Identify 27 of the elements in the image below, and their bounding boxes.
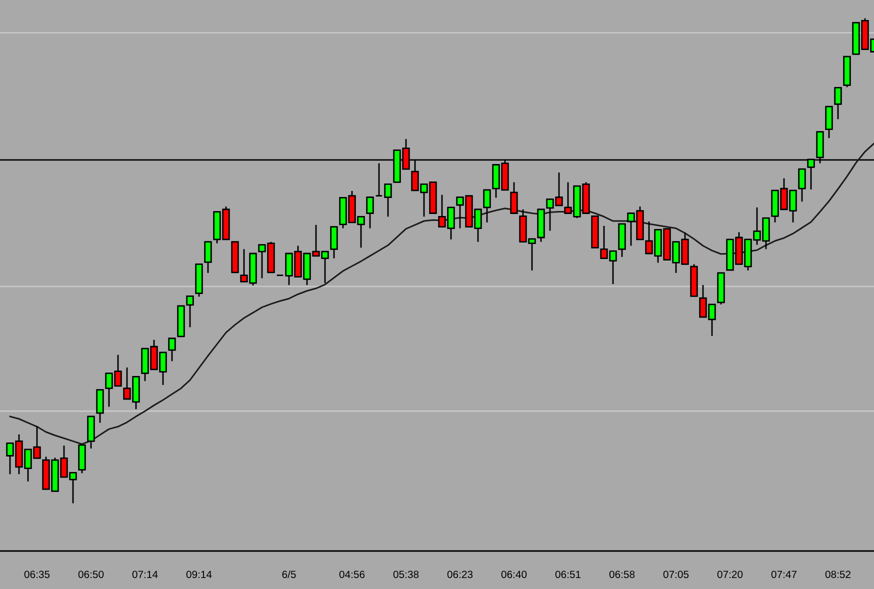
candlestick bbox=[510, 182, 518, 214]
x-tick-label: 06:40 bbox=[501, 570, 527, 578]
candlestick bbox=[375, 162, 383, 196]
candlestick bbox=[366, 196, 374, 229]
x-tick-label: 06:58 bbox=[609, 570, 635, 578]
candlestick bbox=[825, 106, 833, 139]
candlestick bbox=[483, 189, 491, 224]
candlestick bbox=[384, 183, 392, 218]
candlestick bbox=[96, 389, 104, 424]
candlestick bbox=[834, 86, 842, 120]
candlestick bbox=[204, 241, 212, 274]
x-tick-label: 09:14 bbox=[186, 570, 212, 578]
x-tick-label: 08:52 bbox=[825, 570, 851, 578]
x-tick-label: 06:50 bbox=[78, 570, 104, 578]
x-tick-label: 06:35 bbox=[24, 570, 50, 578]
x-tick-label: 6/5 bbox=[282, 570, 296, 578]
candlestick bbox=[168, 338, 176, 362]
x-tick-label: 06:51 bbox=[555, 570, 581, 578]
x-tick-label: 07:20 bbox=[717, 570, 743, 578]
x-tick-label: 07:05 bbox=[663, 570, 689, 578]
x-tick-label: 07:47 bbox=[771, 570, 797, 578]
candlestick bbox=[330, 226, 338, 260]
candlestick bbox=[798, 168, 806, 202]
x-tick-label: 07:14 bbox=[132, 570, 158, 578]
x-tick-label: 04:56 bbox=[339, 570, 365, 578]
x-tick-label: 06:23 bbox=[447, 570, 473, 578]
x-tick-label: 05:38 bbox=[393, 570, 419, 578]
